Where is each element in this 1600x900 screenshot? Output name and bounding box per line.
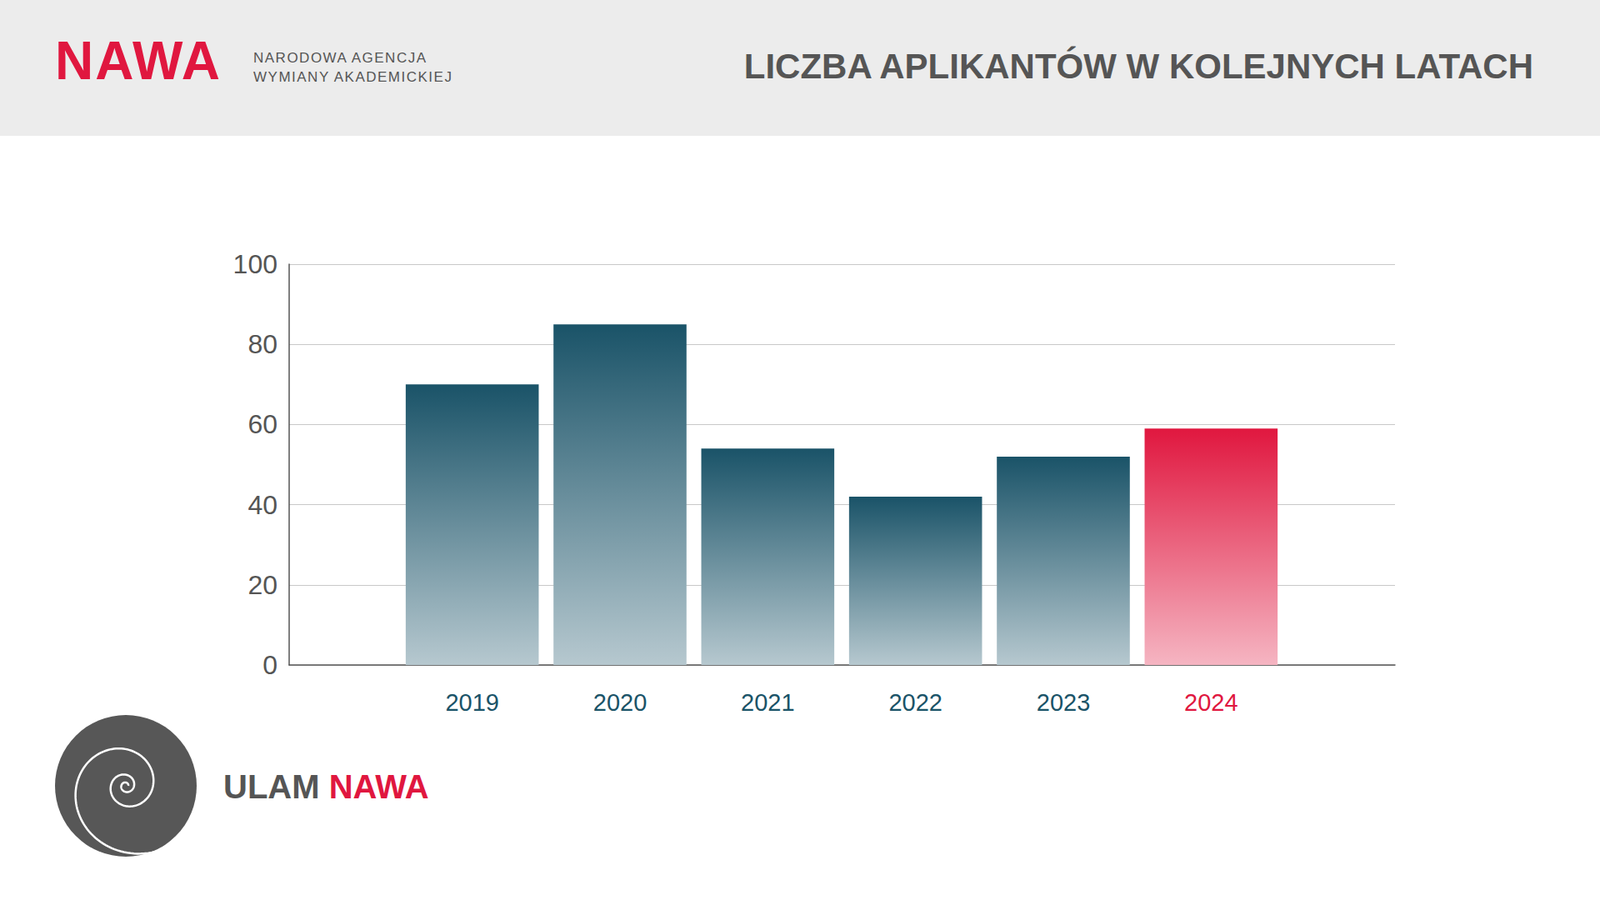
html-text:ULAM NAWA: ULAM NAWA <box>223 768 429 805</box>
html-text:NAWA: NAWA <box>55 30 222 91</box>
svg-text:2022: 2022 <box>888 689 943 716</box>
svg-text:2024: 2024 <box>1184 689 1239 716</box>
html-text:LICZBA APLIKANTÓW W KOLEJNYCH: LICZBA APLIKANTÓW W KOLEJNYCH LATACH <box>744 46 1534 86</box>
svg-text:2023: 2023 <box>1036 689 1091 716</box>
html-text:NARODOWA AGENCJA: NARODOWA AGENCJA <box>253 50 428 66</box>
svg-text:60: 60 <box>247 409 278 440</box>
svg-text:2019: 2019 <box>445 689 500 716</box>
svg-text:2021: 2021 <box>740 689 795 716</box>
html-text:WYMIANY AKADEMICKIEJ: WYMIANY AKADEMICKIEJ <box>253 69 453 85</box>
svg-text:40: 40 <box>247 490 278 520</box>
svg-text:80: 80 <box>247 329 278 360</box>
svg-text:100: 100 <box>233 249 278 280</box>
svg-text:0: 0 <box>262 650 278 680</box>
svg-text:20: 20 <box>247 570 278 600</box>
svg-text:2020: 2020 <box>593 689 648 716</box>
